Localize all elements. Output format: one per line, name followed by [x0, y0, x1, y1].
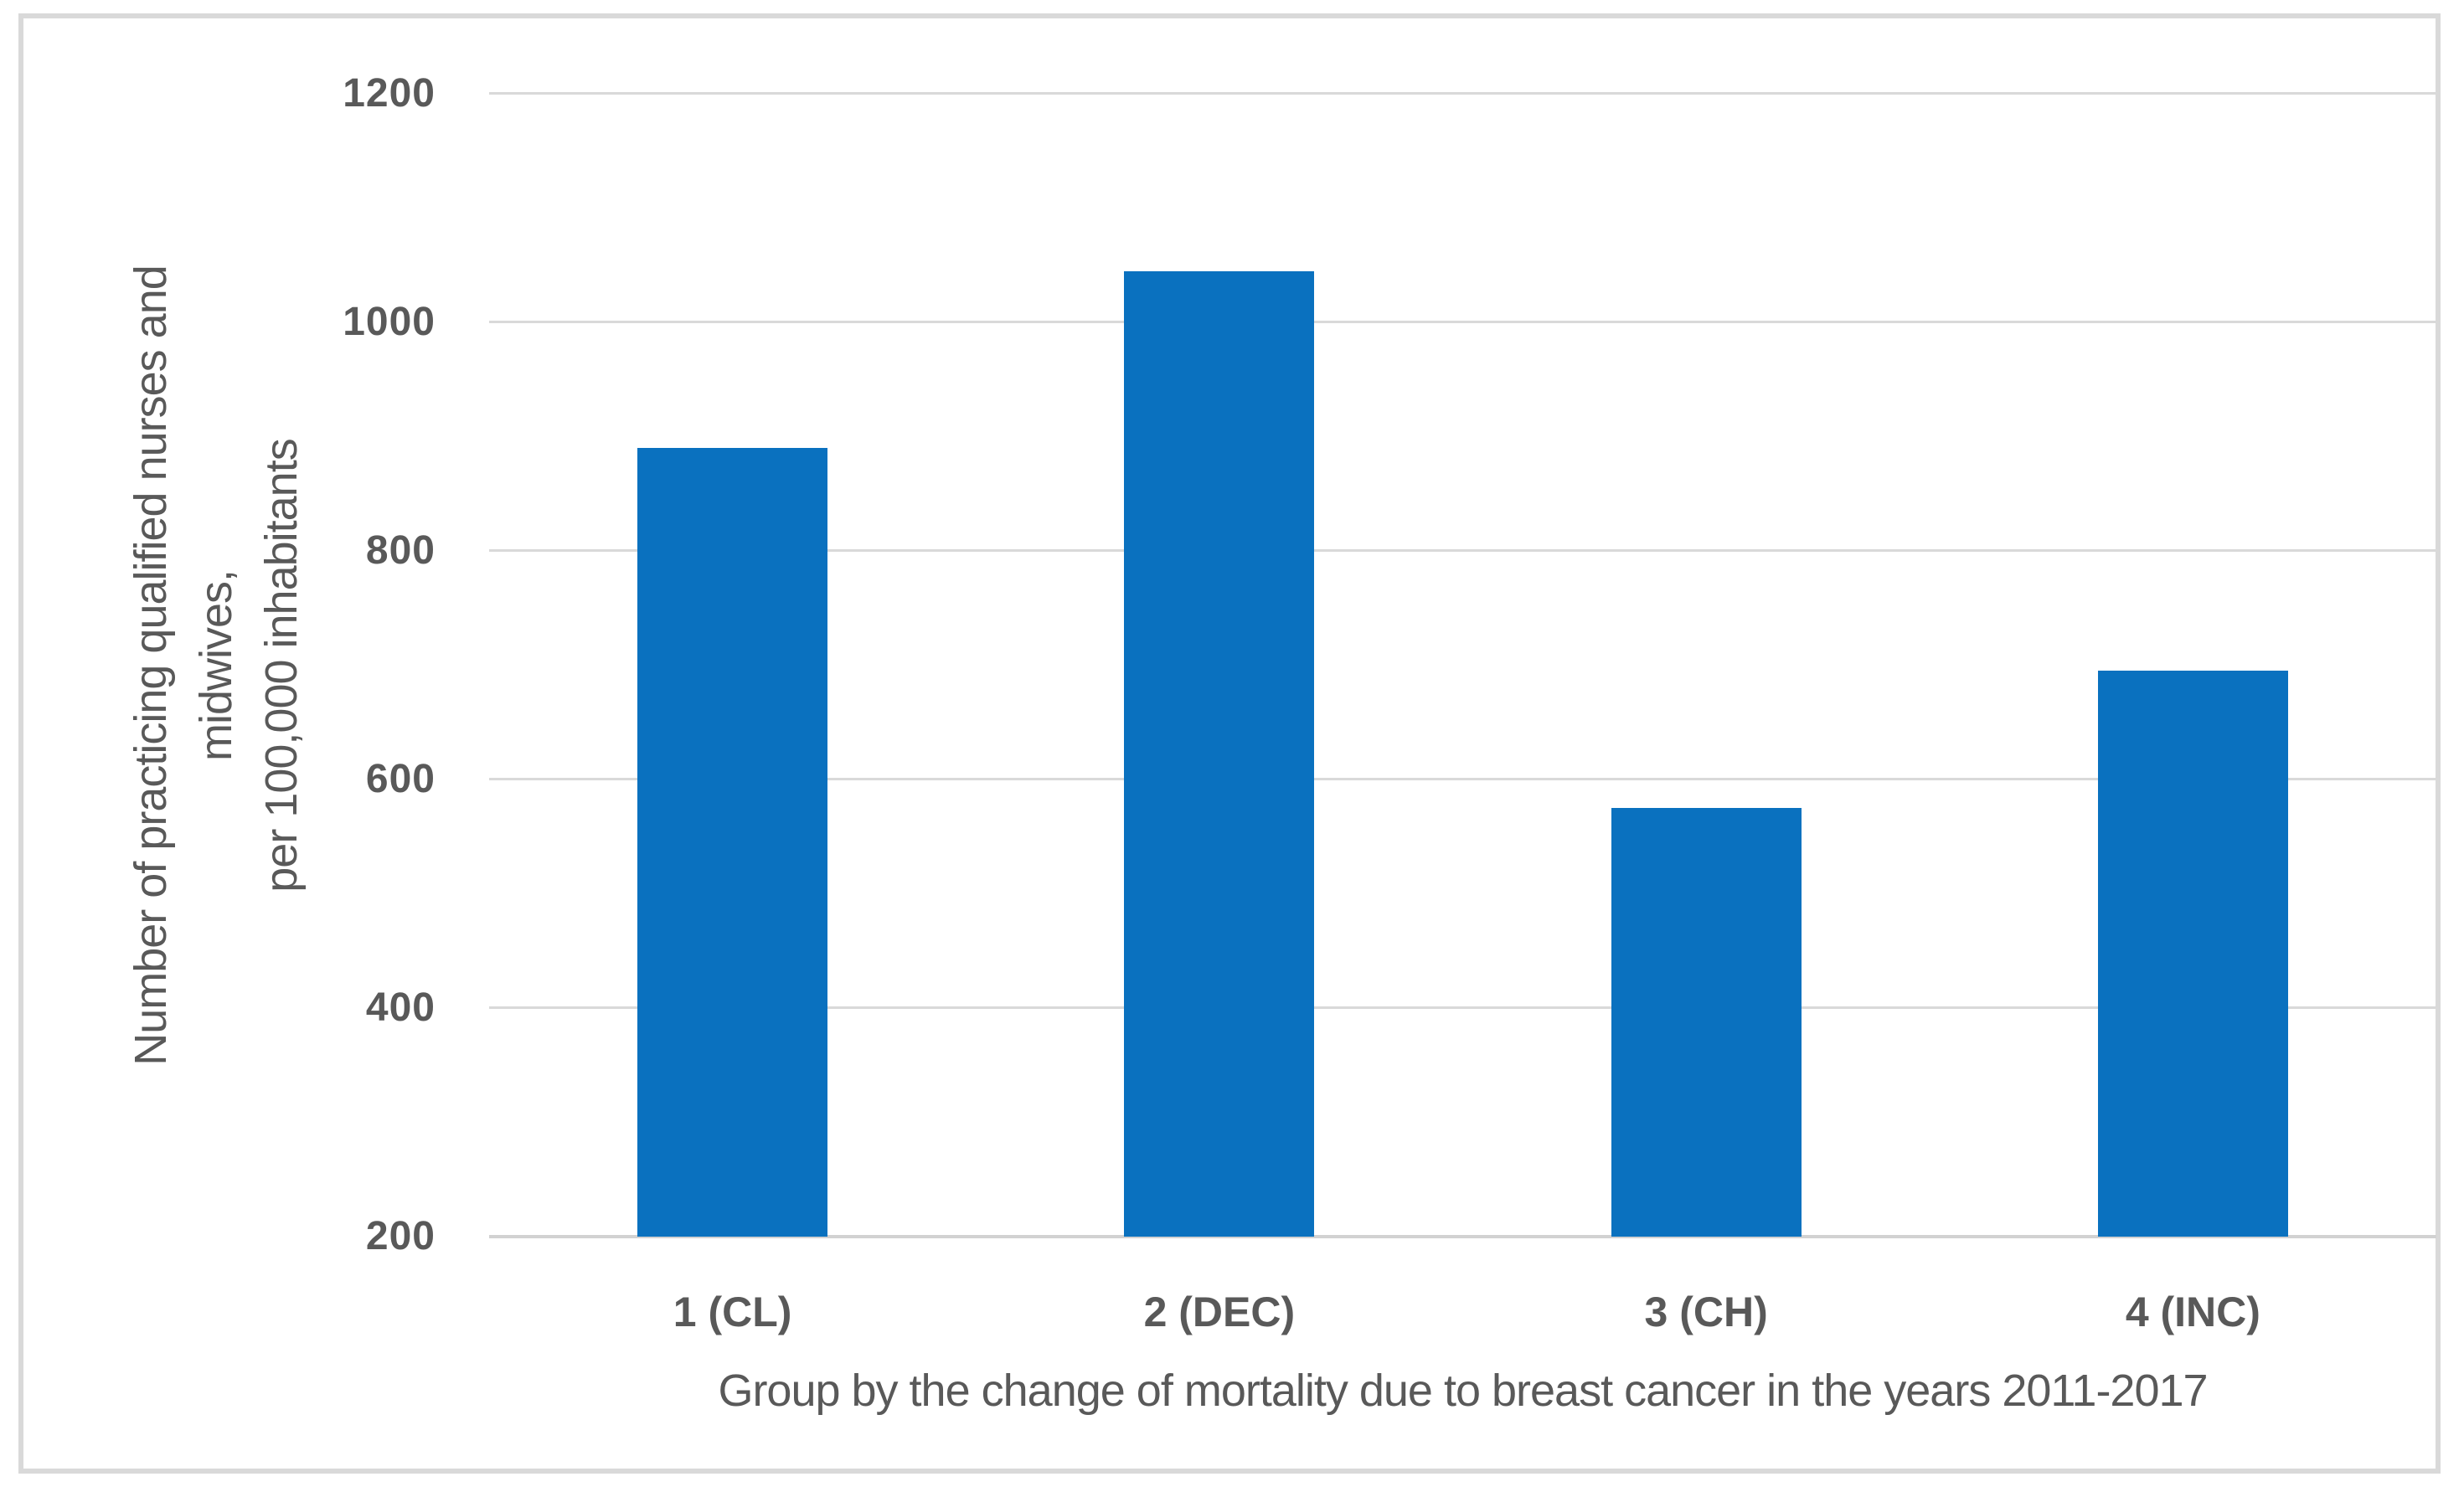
y-axis-tick-labels: 200 400 600 800 1000 1200: [23, 71, 447, 1258]
y-tick-label-200: 200: [365, 1214, 436, 1258]
x-category-label-2: 2 (DEC): [1143, 1289, 1296, 1335]
x-category-label-3: 3 (CH): [1644, 1289, 1768, 1335]
gridline-800: [489, 549, 2436, 552]
y-tick-label-400: 400: [365, 985, 436, 1030]
bar-2-dec: [1124, 270, 1315, 1237]
plot-area: [489, 92, 2436, 1238]
bar-4-inc: [2097, 671, 2288, 1237]
gridline-1200: [489, 92, 2436, 95]
y-tick-label-1000: 1000: [343, 300, 436, 344]
gridline-400: [489, 1006, 2436, 1009]
x-category-label-4: 4 (INC): [2125, 1289, 2260, 1335]
x-axis-title: Group by the change of mortality due to …: [718, 1366, 2208, 1416]
bar-1-cl: [637, 448, 828, 1237]
gridline-1000: [489, 321, 2436, 323]
gridline-600: [489, 778, 2436, 780]
x-axis-category-labels: 1 (CL) 2 (DEC) 3 (CH) 4 (INC): [489, 1278, 2436, 1345]
y-tick-label-1200: 1200: [343, 71, 436, 116]
bar-3-ch: [1611, 808, 1802, 1237]
x-category-label-1: 1 (CL): [673, 1289, 792, 1335]
y-tick-label-600: 600: [365, 757, 436, 801]
chart-border: Number of practicing qualified nurses an…: [18, 13, 2441, 1474]
x-axis-line: [489, 1235, 2436, 1238]
y-tick-label-800: 800: [365, 528, 436, 573]
